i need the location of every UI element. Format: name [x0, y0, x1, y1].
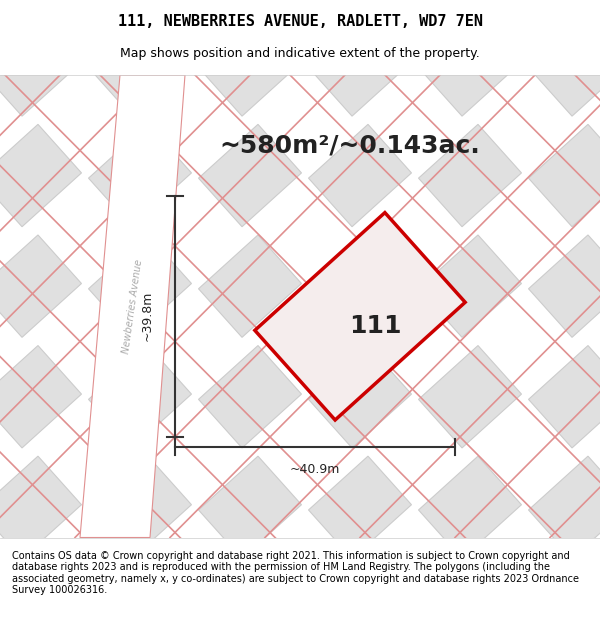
Polygon shape [419, 346, 521, 448]
Polygon shape [308, 14, 412, 116]
Polygon shape [199, 456, 301, 559]
Text: 111: 111 [349, 314, 401, 338]
Polygon shape [529, 456, 600, 559]
Polygon shape [529, 567, 600, 625]
Polygon shape [308, 235, 412, 338]
PathPatch shape [80, 75, 185, 538]
Text: ~40.9m: ~40.9m [290, 462, 340, 476]
Polygon shape [529, 124, 600, 227]
Polygon shape [0, 235, 82, 338]
Polygon shape [419, 567, 521, 625]
Polygon shape [308, 0, 412, 6]
Polygon shape [419, 235, 521, 338]
Polygon shape [89, 567, 191, 625]
Polygon shape [529, 14, 600, 116]
Polygon shape [0, 567, 82, 625]
Polygon shape [0, 14, 82, 116]
Polygon shape [308, 346, 412, 448]
Polygon shape [89, 124, 191, 227]
Polygon shape [199, 235, 301, 338]
Text: ~580m²/~0.143ac.: ~580m²/~0.143ac. [220, 133, 481, 158]
Polygon shape [199, 0, 301, 6]
Polygon shape [0, 456, 82, 559]
Text: Contains OS data © Crown copyright and database right 2021. This information is : Contains OS data © Crown copyright and d… [12, 551, 579, 596]
Polygon shape [255, 213, 465, 420]
Polygon shape [0, 346, 82, 448]
Polygon shape [89, 14, 191, 116]
Polygon shape [308, 124, 412, 227]
Text: Newberries Avenue: Newberries Avenue [121, 259, 145, 354]
Polygon shape [199, 567, 301, 625]
Polygon shape [529, 235, 600, 338]
Polygon shape [529, 0, 600, 6]
Polygon shape [89, 0, 191, 6]
Polygon shape [419, 14, 521, 116]
Polygon shape [0, 124, 82, 227]
Polygon shape [419, 124, 521, 227]
Text: 111, NEWBERRIES AVENUE, RADLETT, WD7 7EN: 111, NEWBERRIES AVENUE, RADLETT, WD7 7EN [118, 14, 482, 29]
Polygon shape [199, 346, 301, 448]
Polygon shape [199, 124, 301, 227]
Polygon shape [529, 346, 600, 448]
Polygon shape [89, 456, 191, 559]
Text: ~39.8m: ~39.8m [140, 291, 154, 341]
Polygon shape [89, 235, 191, 338]
Polygon shape [419, 0, 521, 6]
Polygon shape [308, 567, 412, 625]
Polygon shape [0, 0, 82, 6]
Text: Map shows position and indicative extent of the property.: Map shows position and indicative extent… [120, 48, 480, 61]
Polygon shape [419, 456, 521, 559]
Polygon shape [89, 346, 191, 448]
Polygon shape [308, 456, 412, 559]
Polygon shape [199, 14, 301, 116]
